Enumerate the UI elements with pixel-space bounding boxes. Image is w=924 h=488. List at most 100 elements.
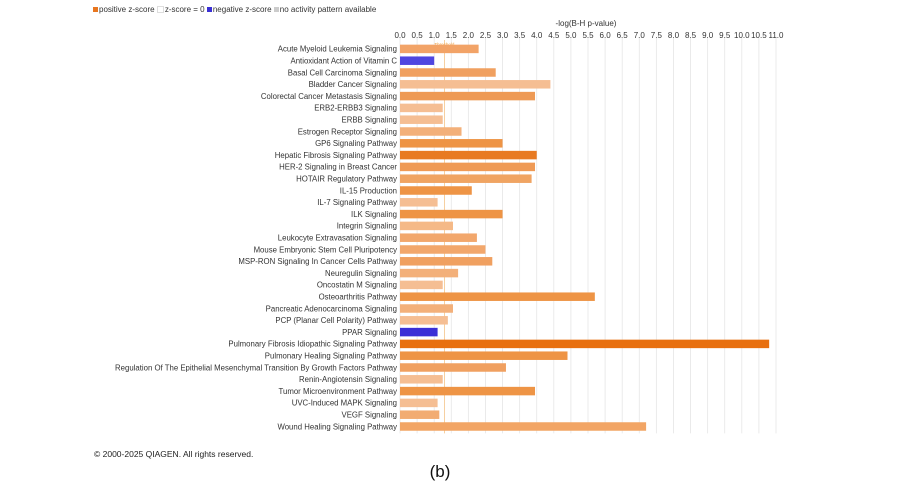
bar[interactable] bbox=[400, 174, 532, 183]
legend-item-positive: positive z-score bbox=[93, 5, 155, 14]
bar[interactable] bbox=[400, 91, 536, 101]
bar[interactable] bbox=[400, 115, 443, 124]
category-label: Regulation Of The Epithelial Mesenchymal… bbox=[115, 363, 397, 372]
x-tick-label: 3.0 bbox=[497, 31, 509, 40]
x-tick-label: 11.0 bbox=[769, 31, 785, 40]
bar[interactable] bbox=[400, 162, 536, 172]
bar[interactable] bbox=[400, 68, 496, 77]
bar[interactable] bbox=[400, 422, 647, 431]
x-axis-label: -log(B-H p-value) bbox=[556, 19, 617, 28]
x-tick-label: 0.0 bbox=[394, 31, 406, 40]
category-label: Osteoarthritis Pathway bbox=[319, 293, 398, 302]
category-label: Mouse Embryonic Stem Cell Pluripotency bbox=[254, 245, 398, 254]
bar[interactable] bbox=[400, 292, 595, 301]
bar[interactable] bbox=[400, 280, 443, 290]
legend: positive z-score z-score = 0 negative z-… bbox=[93, 5, 376, 14]
bar[interactable] bbox=[400, 316, 448, 325]
x-tick-label: 5.0 bbox=[565, 31, 577, 40]
bar[interactable] bbox=[400, 245, 486, 254]
x-tick-label: 8.0 bbox=[668, 31, 680, 40]
category-label: Leukocyte Extravasation Signaling bbox=[278, 234, 397, 243]
bar[interactable] bbox=[400, 103, 443, 113]
legend-item-negative: negative z-score bbox=[206, 5, 272, 14]
legend-item-zero: z-score = 0 bbox=[156, 5, 205, 14]
x-tick-label: 7.5 bbox=[651, 31, 663, 40]
category-label: Integrin Signaling bbox=[337, 222, 397, 231]
bar[interactable] bbox=[400, 198, 438, 207]
bar[interactable] bbox=[400, 339, 770, 349]
threshold-label: Threshold bbox=[434, 42, 455, 47]
category-label: Bladder Cancer Signaling bbox=[309, 80, 397, 89]
bar[interactable] bbox=[400, 80, 551, 89]
bar[interactable] bbox=[400, 139, 503, 148]
x-tick-label: 2.5 bbox=[480, 31, 492, 40]
bar[interactable] bbox=[400, 44, 479, 54]
category-label: Acute Myeloid Leukemia Signaling bbox=[278, 45, 397, 54]
bar[interactable] bbox=[400, 186, 472, 195]
category-label: ERBB Signaling bbox=[342, 116, 397, 125]
bar[interactable] bbox=[400, 257, 493, 266]
x-tick-label: 9.0 bbox=[702, 31, 714, 40]
bar[interactable] bbox=[400, 233, 477, 242]
category-label: Basal Cell Carcinoma Signaling bbox=[288, 68, 397, 77]
bars bbox=[400, 44, 770, 431]
category-label: ILK Signaling bbox=[351, 210, 397, 219]
legend-label-na: no activity pattern available bbox=[279, 5, 377, 14]
category-label: PCP (Planar Cell Polarity) Pathway bbox=[275, 316, 397, 325]
legend-swatch-positive bbox=[93, 7, 98, 13]
category-label: MSP-RON Signaling In Cancer Cells Pathwa… bbox=[238, 257, 397, 266]
legend-label-positive: positive z-score bbox=[99, 5, 155, 14]
bar[interactable] bbox=[400, 351, 568, 360]
bar[interactable] bbox=[400, 127, 462, 136]
copyright: © 2000-2025 QIAGEN. All rights reserved. bbox=[94, 449, 254, 459]
x-tick-label: 8.5 bbox=[685, 31, 697, 40]
x-tick-label: 5.5 bbox=[582, 31, 594, 40]
bar[interactable] bbox=[400, 363, 506, 372]
bar[interactable] bbox=[400, 386, 536, 396]
bar[interactable] bbox=[400, 221, 453, 231]
bar[interactable] bbox=[400, 375, 443, 384]
x-axis-ticks: 0.0 0.5 1.0 1.5 2.0 2.5 3.0 3.5 4.0 4.5 5.0 5.5 6.0 6… bbox=[394, 31, 784, 40]
legend-item-na: no activity pattern available bbox=[273, 5, 377, 14]
category-label: Hepatic Fibrosis Signaling Pathway bbox=[275, 151, 397, 160]
x-tick-label: 10.5 bbox=[751, 31, 767, 40]
category-label: IL-15 Production bbox=[340, 186, 397, 195]
category-label: HOTAIR Regulatory Pathway bbox=[296, 175, 397, 184]
x-tick-label: 6.5 bbox=[617, 31, 629, 40]
category-label: Estrogen Receptor Signaling bbox=[298, 127, 397, 136]
category-labels: Acute Myeloid Leukemia Signaling Antioxid… bbox=[115, 45, 397, 432]
bar[interactable] bbox=[400, 209, 503, 219]
bar[interactable] bbox=[400, 398, 438, 408]
x-tick-label: 9.5 bbox=[719, 31, 731, 40]
x-tick-label: 10.0 bbox=[734, 31, 750, 40]
category-label: Antioxidant Action of Vitamin C bbox=[291, 57, 398, 66]
bar[interactable] bbox=[400, 150, 537, 160]
x-tick-label: 0.5 bbox=[412, 31, 424, 40]
x-tick-label: 2.0 bbox=[463, 31, 475, 40]
legend-label-negative: negative z-score bbox=[212, 5, 272, 14]
figure-caption: (b) bbox=[429, 462, 451, 481]
category-label: GP6 Signaling Pathway bbox=[315, 139, 397, 148]
x-tick-label: 7.0 bbox=[634, 31, 646, 40]
x-tick-label: 6.0 bbox=[600, 31, 612, 40]
category-label: Pulmonary Healing Signaling Pathway bbox=[265, 352, 397, 361]
category-label: Oncostatin M Signaling bbox=[317, 281, 397, 290]
bar[interactable] bbox=[400, 56, 435, 65]
bar[interactable] bbox=[400, 327, 438, 337]
x-tick-label: 1.5 bbox=[446, 31, 458, 40]
category-label: Wound Healing Signaling Pathway bbox=[278, 422, 398, 431]
category-label: UVC-Induced MAPK Signaling bbox=[292, 399, 397, 408]
category-label: Colorectal Cancer Metastasis Signaling bbox=[261, 92, 397, 101]
category-label: ERB2-ERBB3 Signaling bbox=[314, 104, 397, 113]
bar[interactable] bbox=[400, 268, 459, 278]
x-tick-label: 4.5 bbox=[548, 31, 560, 40]
legend-label-zero: z-score = 0 bbox=[164, 5, 205, 14]
x-tick-label: 1.0 bbox=[429, 31, 441, 40]
category-label: Tumor Microenvironment Pathway bbox=[279, 387, 398, 396]
bar[interactable] bbox=[400, 410, 440, 419]
x-tick-label: 3.5 bbox=[514, 31, 526, 40]
category-label: PPAR Signaling bbox=[342, 328, 397, 337]
bar[interactable] bbox=[400, 304, 453, 313]
category-label: Pancreatic Adenocarcinoma Signaling bbox=[266, 304, 397, 313]
